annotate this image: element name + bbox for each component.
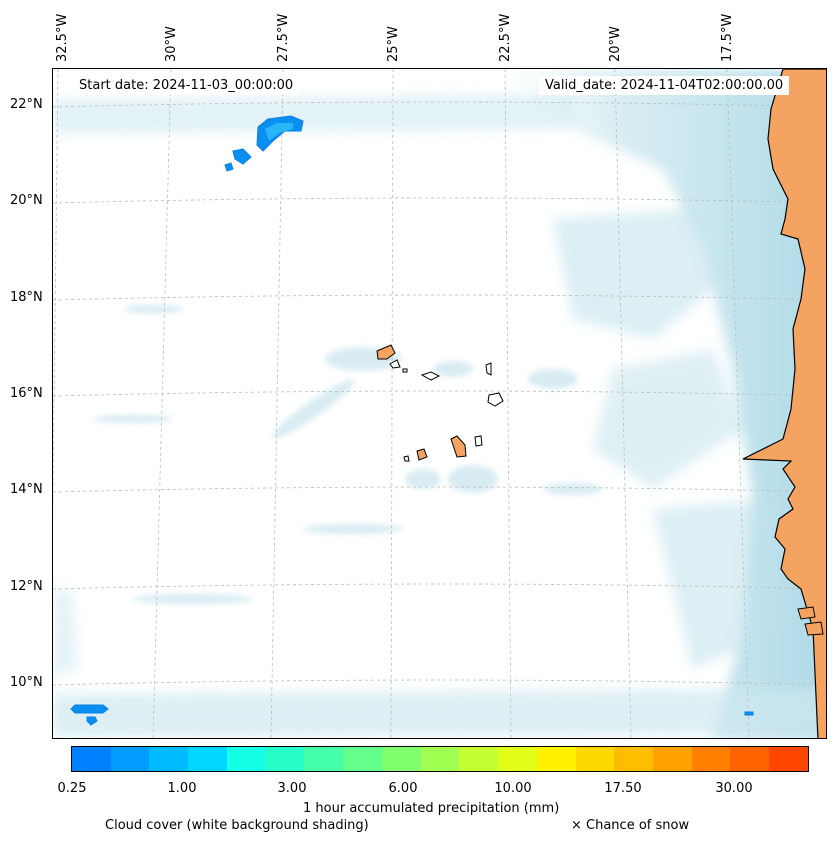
lon-label-27-5w: 27.5°W <box>276 13 291 62</box>
cloud-cover-shading <box>53 69 826 738</box>
colorbar-segment-14 <box>614 747 654 771</box>
valid-date-label: Valid_date: 2024-11-04T02:00:00.00 <box>539 76 790 95</box>
precipitation-cells <box>70 115 754 726</box>
island-maio <box>474 435 483 447</box>
colorbar-segment-2 <box>149 747 189 771</box>
colorbar-segment-6 <box>304 747 344 771</box>
island-santa-luzia <box>402 368 408 373</box>
snow-chance-note: × Chance of snow <box>571 818 690 833</box>
graticule <box>53 69 826 738</box>
coastal-islets <box>797 606 824 636</box>
lat-label-16n: 16°N <box>10 386 43 401</box>
lat-label-12n: 12°N <box>10 579 43 594</box>
colorbar-segment-15 <box>653 747 692 771</box>
lon-label-30w: 30°W <box>164 26 179 62</box>
lon-label-25w: 25°W <box>386 26 401 62</box>
island-boa-vista <box>487 392 504 407</box>
colorbar-tick-4: 10.00 <box>494 781 532 796</box>
colorbar-tick-3: 6.00 <box>388 781 418 796</box>
colorbar-label: 1 hour accumulated precipitation (mm) <box>303 801 560 816</box>
cloud-cover-note: Cloud cover (white background shading) <box>105 818 369 833</box>
colorbar-segment-8 <box>381 747 421 771</box>
colorbar-segment-16 <box>691 747 731 771</box>
lat-label-22n: 22°N <box>10 97 43 112</box>
lat-label-14n: 14°N <box>10 482 43 497</box>
island-santo-antao <box>376 344 396 360</box>
colorbar-segment-18 <box>769 747 808 771</box>
colorbar-segment-10 <box>459 747 499 771</box>
lon-label-22-5w: 22.5°W <box>498 13 513 62</box>
colorbar-segment-13 <box>575 747 615 771</box>
africa-landmass <box>742 69 826 738</box>
map-panel[interactable] <box>52 68 827 739</box>
colorbar-segment-5 <box>265 747 305 771</box>
lon-label-17-5w: 17.5°W <box>720 13 735 62</box>
colorbar-tick-5: 17.50 <box>604 781 642 796</box>
cape-verde-islands <box>376 344 504 462</box>
lon-label-32-5w: 32.5°W <box>55 13 70 62</box>
lat-label-20n: 20°N <box>10 193 43 208</box>
lat-label-10n: 10°N <box>10 675 43 690</box>
start-date-label: Start date: 2024-11-03_00:00:00 <box>73 76 300 95</box>
colorbar-tick-0: 0.25 <box>57 781 87 796</box>
colorbar-segment-3 <box>188 747 227 771</box>
colorbar-tick-1: 1.00 <box>167 781 197 796</box>
cloud-streaks <box>93 305 603 604</box>
colorbar-segment-7 <box>343 747 382 771</box>
lat-label-18n: 18°N <box>10 290 43 305</box>
colorbar-segment-1 <box>110 747 150 771</box>
island-sao-nicolau <box>420 371 441 381</box>
island-sal <box>485 362 492 376</box>
island-fogo <box>416 448 428 461</box>
colorbar-segment-17 <box>730 747 770 771</box>
precipitation-colorbar <box>71 746 809 772</box>
island-santiago <box>450 435 467 458</box>
map-canvas <box>53 69 826 738</box>
colorbar-segment-12 <box>536 747 576 771</box>
colorbar-tick-6: 30.00 <box>715 781 753 796</box>
colorbar-segment-9 <box>420 747 460 771</box>
lon-label-20w: 20°W <box>608 26 623 62</box>
colorbar-segment-11 <box>498 747 537 771</box>
island-brava <box>403 455 410 462</box>
island-sao-vicente <box>389 359 401 369</box>
colorbar-segment-4 <box>226 747 266 771</box>
colorbar-segment-0 <box>72 747 111 771</box>
colorbar-tick-2: 3.00 <box>277 781 307 796</box>
